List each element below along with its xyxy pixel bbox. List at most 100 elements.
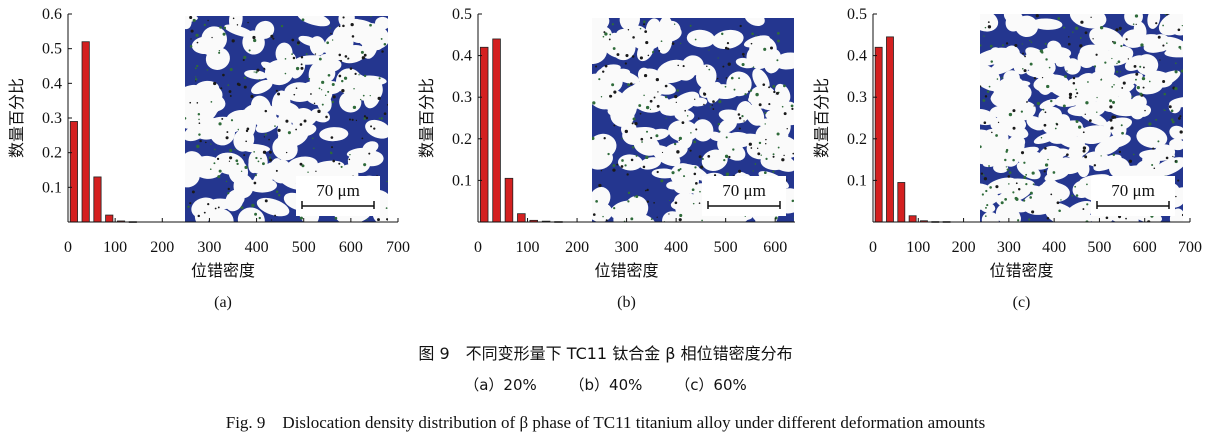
- alpha-grain: [319, 53, 340, 69]
- dislocation-dot: [741, 62, 745, 67]
- dislocation-dot: [1072, 76, 1076, 80]
- alpha-grain: [185, 16, 198, 22]
- bar: [908, 215, 917, 223]
- dislocation-dot: [363, 53, 367, 57]
- dislocation-dot: [351, 35, 355, 38]
- dislocation-dot: [723, 159, 726, 162]
- dislocation-dot: [1171, 120, 1175, 124]
- dislocation-dot: [1066, 153, 1069, 156]
- dislocation-dot: [1064, 74, 1067, 78]
- dislocation-dot: [730, 76, 734, 80]
- dislocation-dot: [1125, 217, 1127, 220]
- dislocation-dot: [1015, 182, 1018, 185]
- alpha-grain: [774, 52, 794, 70]
- dislocation-dot: [237, 128, 240, 131]
- dislocation-dot: [1012, 109, 1016, 113]
- alpha-grain: [686, 29, 716, 48]
- dislocation-dot: [1086, 203, 1089, 206]
- dislocation-dot: [216, 157, 220, 161]
- dislocation-dot: [997, 121, 1000, 124]
- x-tick-label: 300: [197, 239, 221, 256]
- x-tick-label: 600: [763, 239, 787, 256]
- dislocation-dot: [221, 117, 224, 120]
- dislocation-dot: [631, 55, 635, 58]
- alpha-grain: [980, 62, 1001, 87]
- alpha-grain: [319, 127, 349, 142]
- dislocation-dot: [702, 92, 706, 95]
- dislocation-dot: [760, 154, 762, 156]
- dislocation-dot: [1044, 147, 1047, 150]
- dislocation-dot: [733, 88, 736, 91]
- dislocation-dot: [793, 217, 794, 219]
- dislocation-dot: [300, 66, 304, 70]
- dislocation-dot: [1157, 35, 1161, 39]
- dislocation-dot: [726, 41, 730, 45]
- dislocation-dot: [677, 168, 681, 172]
- dislocation-dot: [727, 62, 731, 66]
- dislocation-dot: [683, 175, 686, 178]
- dislocation-dot: [190, 29, 194, 33]
- dislocation-dot: [1005, 150, 1008, 153]
- alpha-grain: [661, 20, 681, 41]
- dislocation-dot: [786, 128, 788, 130]
- dislocation-dot: [370, 16, 372, 17]
- dislocation-dot: [738, 77, 741, 80]
- dislocation-dot: [632, 36, 635, 39]
- alpha-grain: [755, 123, 789, 148]
- dislocation-dot: [638, 104, 642, 107]
- dislocation-dot: [338, 25, 341, 28]
- dislocation-dot: [658, 50, 661, 52]
- y-tick-label: 0.5: [452, 6, 472, 23]
- dislocation-dot: [1096, 96, 1098, 99]
- alpha-grain: [980, 194, 989, 210]
- x-tick-label: 400: [664, 239, 688, 256]
- alpha-grain: [201, 26, 227, 52]
- dislocation-dot: [777, 39, 780, 43]
- dislocation-dot: [245, 129, 249, 133]
- dislocation-dot: [677, 64, 680, 67]
- dislocation-dot: [694, 98, 696, 100]
- dislocation-dot: [1021, 43, 1023, 45]
- dislocation-dot: [1082, 131, 1085, 134]
- dislocation-dot: [645, 155, 649, 160]
- dislocation-dot: [1043, 170, 1046, 173]
- dislocation-dot: [750, 42, 753, 45]
- dislocation-dot: [1157, 140, 1160, 143]
- dislocation-dot: [781, 105, 784, 108]
- dislocation-dot: [274, 125, 276, 127]
- dislocation-dot: [315, 170, 317, 172]
- dislocation-dot: [189, 202, 192, 205]
- dislocation-dot: [755, 35, 757, 37]
- dislocation-dot: [781, 158, 785, 162]
- dislocation-dot: [738, 169, 742, 173]
- dislocation-dot: [772, 84, 776, 88]
- dislocation-dot: [621, 159, 624, 162]
- dislocation-dot: [678, 218, 682, 222]
- panel-label: (a): [214, 294, 232, 311]
- dislocation-dot: [698, 155, 702, 159]
- dislocation-dot: [1116, 62, 1118, 65]
- dislocation-dot: [1074, 95, 1077, 98]
- dislocation-dot: [673, 142, 677, 146]
- dislocation-dot: [1177, 179, 1180, 182]
- dislocation-dot: [772, 170, 775, 173]
- dislocation-dot: [1155, 22, 1158, 25]
- dislocation-dot: [1087, 81, 1089, 83]
- dislocation-dot: [268, 156, 272, 159]
- dislocation-dot: [383, 43, 387, 46]
- dislocation-dot: [291, 38, 295, 42]
- dislocation-dot: [1092, 38, 1094, 40]
- dislocation-dot: [699, 190, 701, 193]
- alpha-grain: [1098, 93, 1122, 113]
- dislocation-dot: [693, 172, 697, 176]
- dislocation-dot: [984, 215, 987, 217]
- dislocation-dot: [741, 52, 745, 56]
- dislocation-dot: [776, 31, 780, 35]
- dislocation-dot: [385, 207, 388, 210]
- dislocation-dot: [369, 23, 372, 27]
- y-tick-label: 0.5: [847, 6, 867, 23]
- dislocation-dot: [192, 18, 196, 22]
- dislocation-dot: [709, 105, 712, 108]
- dislocation-dot: [191, 190, 195, 194]
- dislocation-dot: [608, 38, 611, 41]
